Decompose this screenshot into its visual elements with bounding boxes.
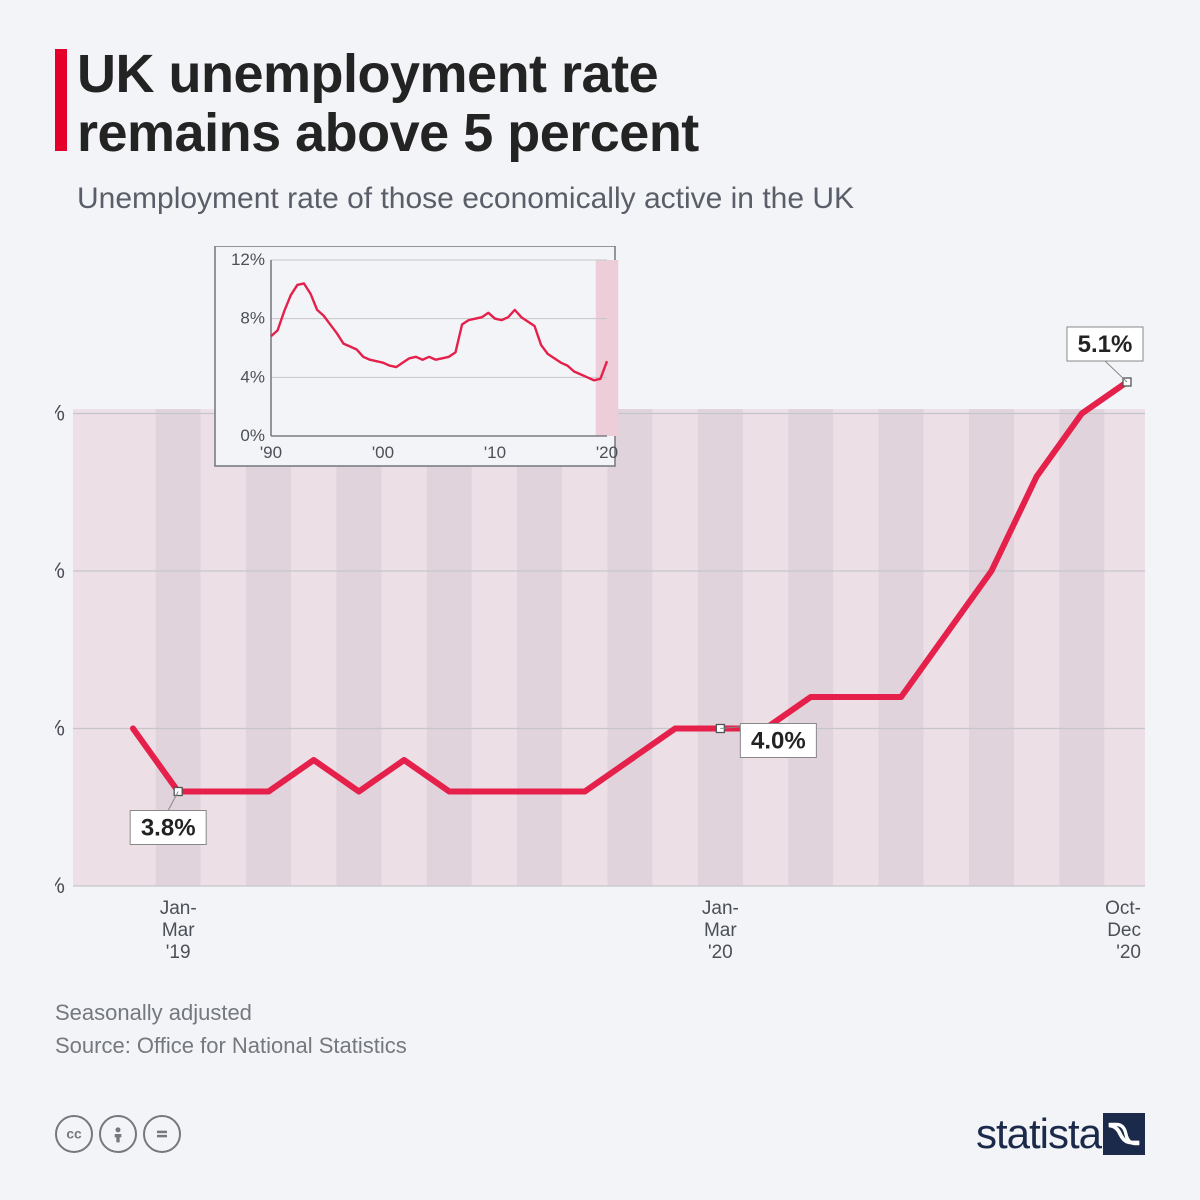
svg-text:'20: '20 <box>708 942 733 963</box>
footnotes: Seasonally adjusted Source: Office for N… <box>55 996 1145 1062</box>
svg-text:'19: '19 <box>166 942 191 963</box>
title-line-1: UK unemployment rate <box>77 44 658 104</box>
svg-text:3.8%: 3.8% <box>141 814 196 841</box>
svg-text:4%: 4% <box>240 367 265 386</box>
svg-text:4.5%: 4.5% <box>55 558 65 583</box>
footer-row: cc statista <box>55 1110 1145 1158</box>
svg-text:'10: '10 <box>484 443 506 462</box>
svg-text:8%: 8% <box>240 308 265 327</box>
logo-text: statista <box>976 1110 1101 1158</box>
svg-text:'20: '20 <box>596 443 618 462</box>
accent-bar <box>55 49 67 151</box>
chart-header: UK unemployment rate remains above 5 per… <box>55 45 1145 216</box>
subtitle: Unemployment rate of those economically … <box>77 182 1145 216</box>
statista-logo: statista <box>976 1110 1145 1158</box>
svg-text:Jan-: Jan- <box>702 898 739 919</box>
svg-text:Mar: Mar <box>704 920 737 941</box>
main-chart: 3.5%4.0%4.5%5.0%Jan-Mar'19Jan-Mar'20Oct-… <box>55 246 1145 976</box>
svg-text:Dec: Dec <box>1107 920 1141 941</box>
svg-text:'20: '20 <box>1116 942 1141 963</box>
footnote-1: Seasonally adjusted <box>55 996 1145 1029</box>
title: UK unemployment rate remains above 5 per… <box>77 45 1145 164</box>
svg-text:'00: '00 <box>372 443 394 462</box>
nd-icon <box>143 1115 181 1153</box>
svg-text:cc: cc <box>66 1127 82 1142</box>
license-icons: cc <box>55 1115 181 1153</box>
title-line-2: remains above 5 percent <box>77 103 699 163</box>
svg-text:Mar: Mar <box>162 920 195 941</box>
by-icon <box>99 1115 137 1153</box>
svg-text:Jan-: Jan- <box>160 898 197 919</box>
svg-text:5.0%: 5.0% <box>55 400 65 425</box>
svg-text:4.0%: 4.0% <box>751 727 806 754</box>
svg-text:5.1%: 5.1% <box>1078 331 1133 358</box>
svg-text:'90: '90 <box>260 443 282 462</box>
footnote-2: Source: Office for National Statistics <box>55 1029 1145 1062</box>
svg-text:4.0%: 4.0% <box>55 715 65 740</box>
svg-text:3.5%: 3.5% <box>55 873 65 898</box>
chart-svg: 3.5%4.0%4.5%5.0%Jan-Mar'19Jan-Mar'20Oct-… <box>55 246 1145 976</box>
svg-text:12%: 12% <box>231 250 265 269</box>
logo-mark-icon <box>1103 1113 1145 1155</box>
cc-icon: cc <box>55 1115 93 1153</box>
svg-text:Oct-: Oct- <box>1105 898 1141 919</box>
